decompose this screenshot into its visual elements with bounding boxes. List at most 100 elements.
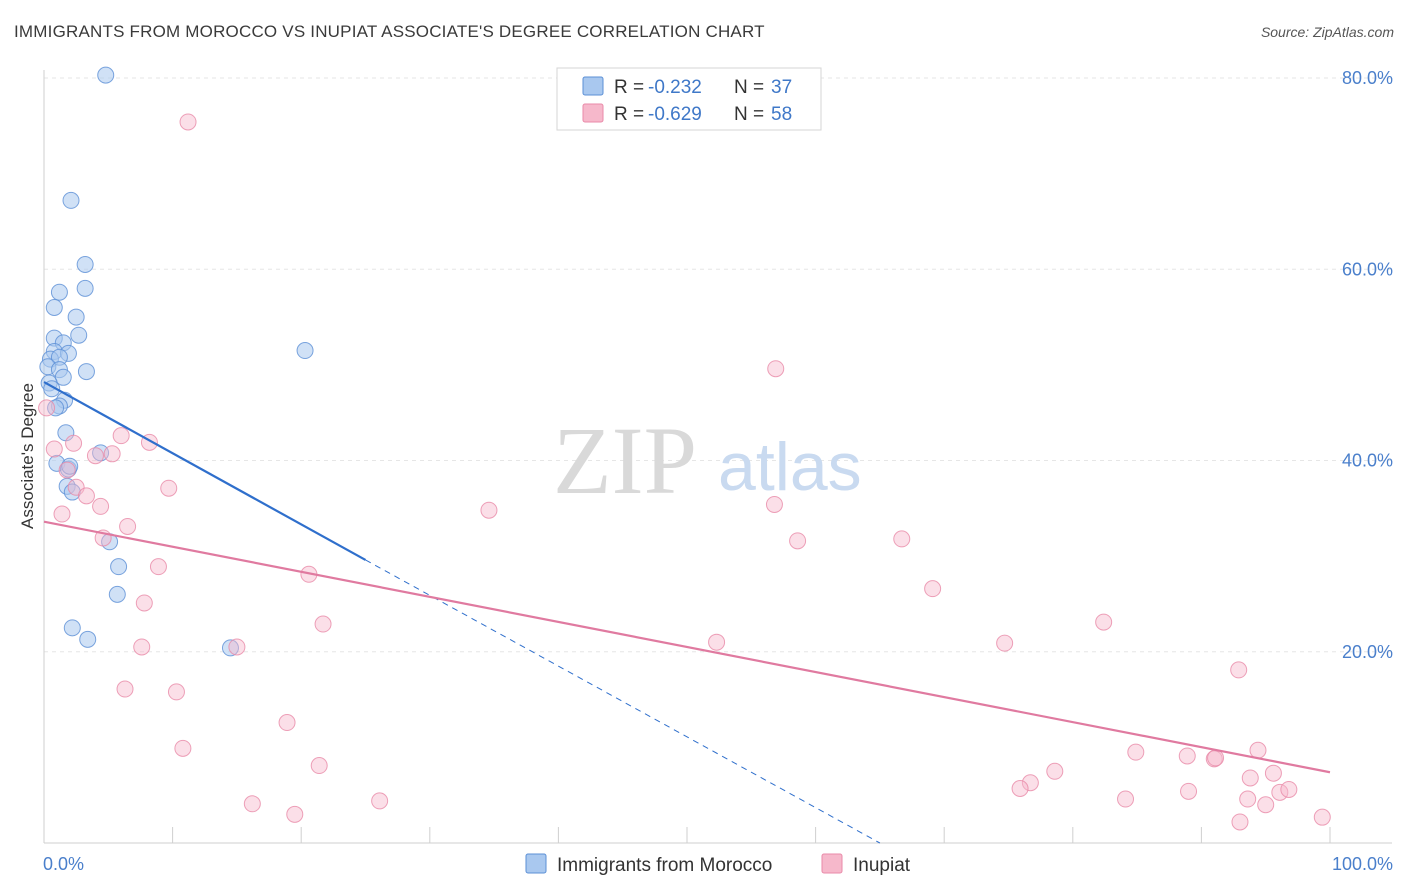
legend-swatch-morocco [582, 76, 604, 96]
series-legend-label-inupiat: Inupiat [853, 855, 911, 876]
morocco-point-19 [296, 342, 314, 360]
y-tick-labels: 20.0% 40.0% 60.0% 80.0% [1342, 68, 1393, 662]
y-tick-label-2: 60.0% [1342, 259, 1393, 279]
watermark-zip: ZIP [553, 407, 697, 514]
series-legend-swatch-inupiat [821, 853, 843, 874]
inupiat-point-53 [243, 795, 261, 813]
inupiat-point-21 [149, 558, 167, 576]
morocco-point-4 [50, 283, 68, 301]
source-label: Source: ZipAtlas.com [1260, 24, 1394, 40]
y-tick-label-0: 20.0% [1342, 642, 1393, 662]
inupiat-point-20 [893, 530, 911, 548]
morocco-point-7 [70, 326, 88, 344]
y-axis-label: Associate's Degree [18, 383, 37, 529]
chart-title: IMMIGRANTS FROM MOROCCO VS INUPIAT ASSOC… [14, 22, 765, 41]
inupiat-point-48 [1180, 782, 1198, 800]
morocco-point-34 [47, 399, 65, 417]
inupiat-point-36 [310, 757, 328, 775]
inupiat-trend-line [43, 520, 1331, 774]
watermark: ZIP atlas [553, 407, 862, 514]
inupiat-point-45 [1021, 774, 1039, 792]
correlation-legend: R = -0.232 N = 37 R = -0.629 N = 58 [556, 67, 822, 131]
inupiat-point-37 [1127, 743, 1145, 761]
inupiat-point-5 [45, 440, 63, 458]
inupiat-point-14 [53, 505, 71, 523]
inupiat-point-56 [1231, 813, 1249, 831]
inupiat-point-25 [314, 615, 332, 633]
legend-n-label-inupiat: N = [734, 104, 764, 125]
morocco-point-32 [79, 630, 97, 648]
morocco-trend-line [43, 381, 367, 561]
inupiat-point-9 [58, 461, 76, 479]
inupiat-point-30 [996, 634, 1014, 652]
inupiat-point-27 [228, 638, 246, 656]
legend-r-value-inupiat: -0.629 [648, 104, 702, 125]
inupiat-point-11 [160, 479, 178, 497]
inupiat-point-46 [1011, 779, 1029, 797]
inupiat-point-6 [65, 434, 83, 452]
series-legend-label-morocco: Immigrants from Morocco [557, 855, 772, 876]
morocco-point-0 [97, 66, 115, 84]
inupiat-point-34 [278, 714, 296, 732]
inupiat-point-54 [371, 792, 389, 810]
inupiat-point-32 [116, 680, 134, 698]
grid [44, 77, 1392, 653]
inupiat-point-41 [1207, 749, 1225, 767]
inupiat-point-2 [767, 360, 785, 378]
morocco-point-29 [110, 558, 128, 576]
morocco-point-16 [77, 363, 95, 381]
inupiat-point-44 [1241, 769, 1259, 787]
inupiat-point-8 [86, 447, 104, 465]
inupiat-point-39 [1205, 750, 1223, 768]
watermark-atlas: atlas [718, 429, 862, 505]
inupiat-point-12 [77, 487, 95, 505]
series-legend: Immigrants from Morocco Inupiat [525, 853, 911, 876]
inupiat-point-13 [92, 497, 110, 515]
inupiat-point-49 [1239, 790, 1257, 808]
legend-r-value-morocco: -0.232 [648, 77, 702, 98]
y-tick-label-3: 80.0% [1342, 68, 1393, 88]
axes [43, 70, 1392, 844]
inupiat-point-23 [924, 580, 942, 598]
inupiat-point-52 [1257, 796, 1275, 814]
inupiat-point-57 [1313, 808, 1331, 826]
inupiat-point-19 [789, 532, 807, 550]
inupiat-point-55 [286, 805, 304, 823]
series-legend-swatch-morocco [525, 853, 547, 874]
inupiat-point-17 [119, 517, 137, 535]
inupiat-point-15 [480, 501, 498, 519]
inupiat-point-28 [133, 638, 151, 656]
morocco-point-6 [67, 308, 85, 326]
y-tick-label-1: 40.0% [1342, 451, 1393, 471]
inupiat-point-35 [174, 739, 192, 757]
legend-r-label-morocco: R = [614, 77, 644, 98]
legend-n-value-inupiat: 58 [771, 104, 792, 125]
x-tick-label-max: 100.0% [1332, 854, 1393, 874]
inupiat-point-7 [103, 445, 121, 463]
inupiat-point-26 [1095, 613, 1113, 631]
morocco-point-3 [76, 279, 94, 297]
inupiat-point-43 [1264, 764, 1282, 782]
inupiat-point-51 [1280, 780, 1298, 798]
inupiat-point-47 [1117, 790, 1135, 808]
legend-r-label-inupiat: R = [614, 104, 644, 125]
inupiat-point-38 [1178, 747, 1196, 765]
inupiat-point-16 [765, 495, 783, 513]
morocco-trend-extension [365, 559, 881, 844]
inupiat-point-0 [179, 113, 197, 131]
inupiat-point-33 [167, 683, 185, 701]
inupiat-point-1 [38, 399, 56, 417]
legend-swatch-inupiat [582, 103, 604, 123]
inupiat-point-31 [1230, 661, 1248, 679]
trend-lines [43, 381, 1331, 844]
x-tick-label-min: 0.0% [43, 854, 84, 874]
inupiat-point-29 [708, 633, 726, 651]
morocco-point-30 [108, 585, 126, 603]
inupiat-point-3 [112, 427, 130, 445]
inupiat-point-40 [1249, 741, 1267, 759]
legend-n-label-morocco: N = [734, 77, 764, 98]
legend-n-value-morocco: 37 [771, 77, 792, 98]
morocco-point-33 [221, 639, 239, 657]
morocco-point-31 [63, 619, 81, 637]
